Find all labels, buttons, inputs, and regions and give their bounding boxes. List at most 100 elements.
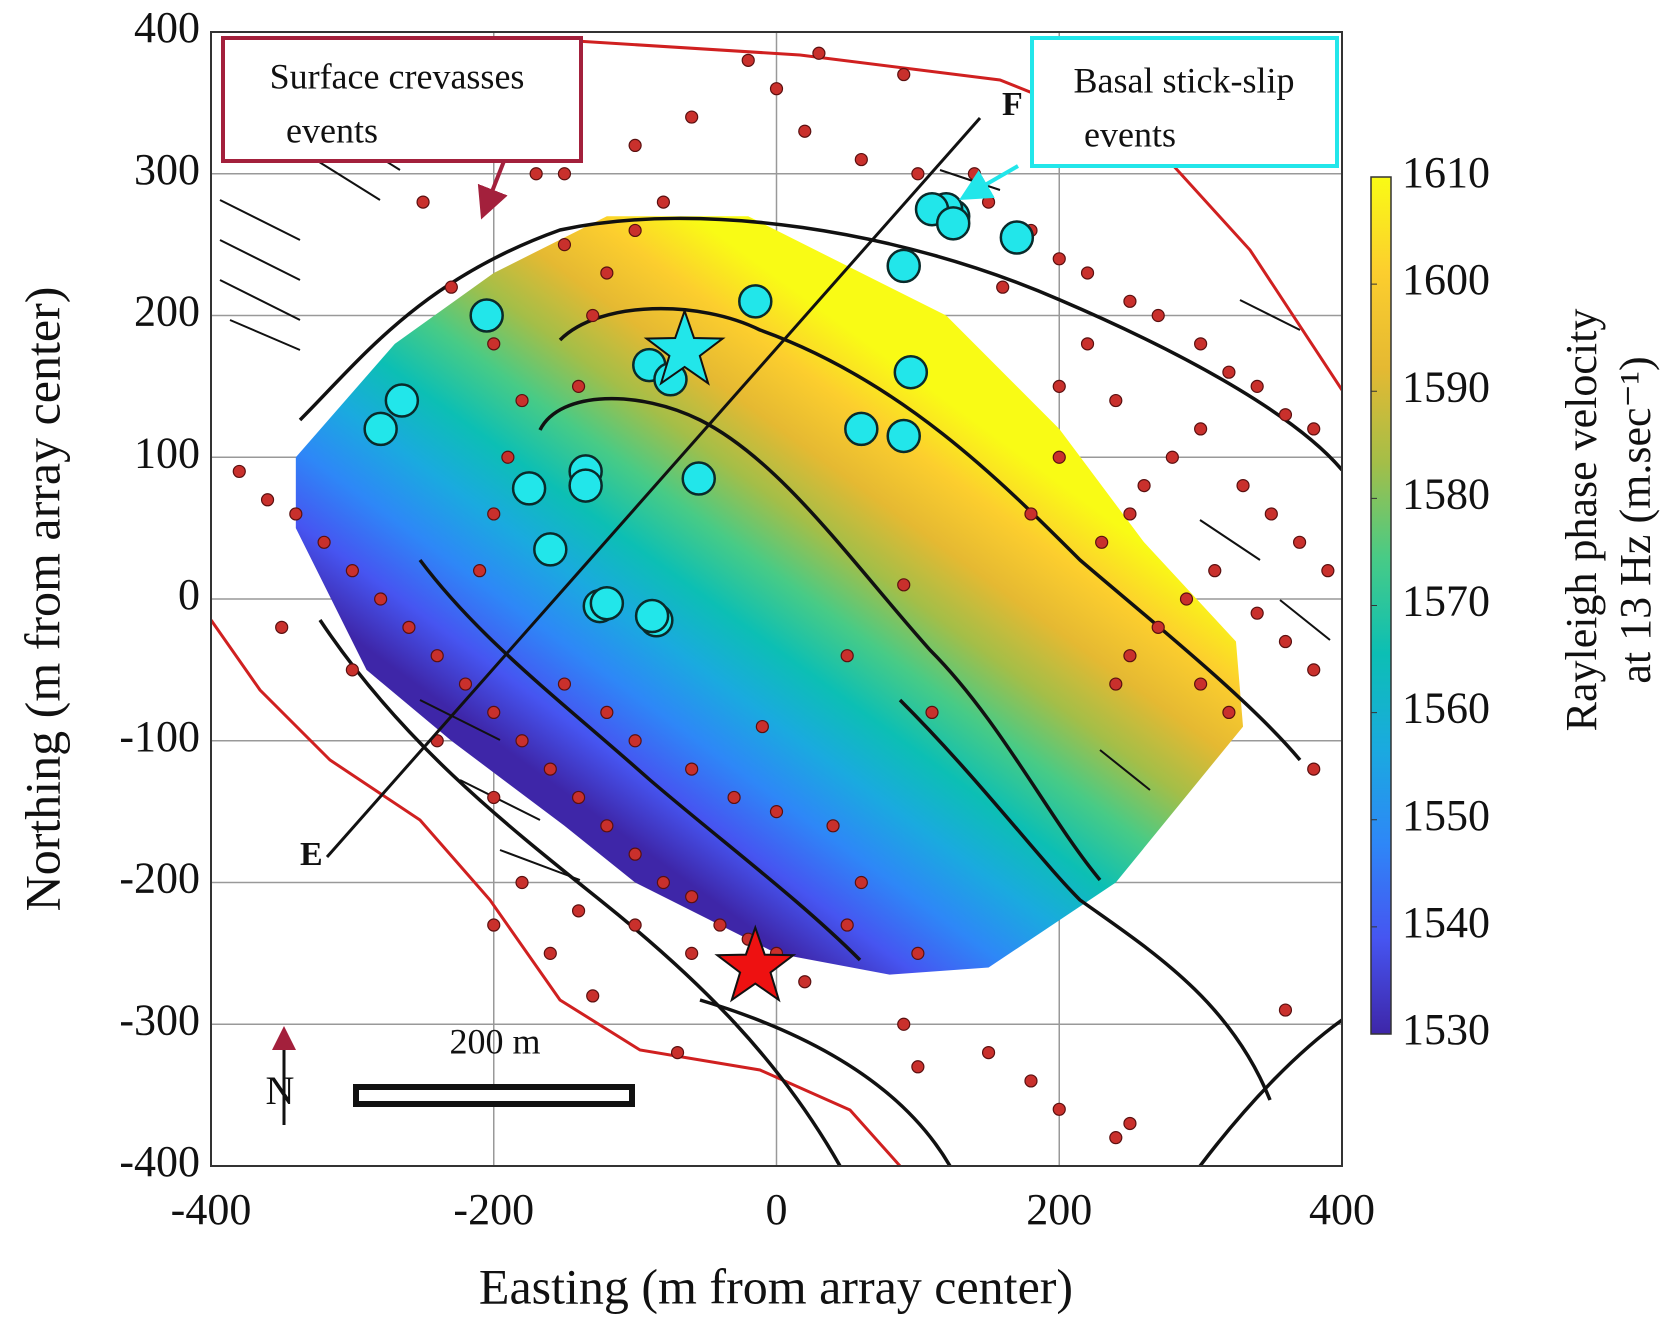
crevasse-event [854, 875, 868, 890]
crevasse-event [1165, 450, 1179, 464]
crevasse-event [925, 705, 939, 720]
crevasse-event [1321, 564, 1335, 578]
crevasse-event [854, 152, 868, 167]
crevasse-event [981, 1045, 996, 1060]
crevasse-event [1123, 1116, 1137, 1131]
crevasse-event [1250, 379, 1264, 393]
y-tick-label: 200 [134, 287, 200, 336]
scale-bar-label: 200 m [449, 1021, 540, 1061]
crevasse-event [1236, 479, 1250, 493]
crevasse-event [571, 790, 586, 805]
y-tick-label: -300 [119, 995, 200, 1044]
crevasse-event [769, 805, 784, 819]
crevasse-event [1052, 450, 1066, 464]
crevasse-event [1307, 663, 1321, 677]
stick-slip-event [384, 383, 420, 418]
crevasse-event [1123, 294, 1137, 308]
crevasse-event [1024, 1074, 1038, 1088]
crevasse-event [586, 989, 600, 1003]
crevasse-event [1095, 535, 1109, 549]
annotation: Basal stick-slip [1074, 60, 1295, 100]
stick-slip-event [999, 220, 1035, 255]
colorbar-label: Rayleigh phase velocity [1557, 309, 1606, 732]
annotation: events [286, 110, 378, 150]
colorbar-tick-label: 1570 [1402, 577, 1490, 626]
crevasse-event [260, 493, 275, 507]
plot-frame [210, 31, 1343, 1167]
x-tick-label: 0 [766, 1185, 788, 1234]
crevasse-event [713, 918, 727, 932]
crevasse-event [897, 67, 911, 82]
stick-slip-event [634, 598, 670, 634]
crevasses [219, 119, 1331, 881]
velocity-field [295, 216, 1244, 975]
crevasse-event [501, 450, 515, 464]
crevasse-event [1194, 677, 1208, 691]
crevasse-event [1080, 337, 1095, 351]
crevasse-event [656, 875, 671, 890]
crevasse-event [515, 875, 529, 890]
crevasse-event [571, 904, 586, 918]
crevasse-event [1179, 592, 1194, 606]
stick-slip-event [886, 418, 921, 454]
crevasse-event [628, 847, 642, 861]
crevasse-event [487, 507, 501, 521]
crevasse-event [529, 167, 543, 181]
crevasse-event [897, 1017, 911, 1031]
y-tick-label: 400 [134, 3, 200, 52]
crevasse-event [1307, 762, 1321, 776]
star-marker [643, 307, 726, 386]
crevasse-event [911, 167, 925, 181]
crevasse-event [444, 280, 458, 294]
crevasse-event [430, 649, 444, 663]
stick-slip-event [469, 298, 504, 333]
y-axis-label: Northing (m from array center) [14, 287, 70, 912]
crevasse-event [289, 507, 303, 521]
crevasse-event [1109, 677, 1123, 691]
crevasse-event [967, 167, 982, 181]
crevasse-event [1151, 308, 1165, 323]
colorbar-tick-label: 1590 [1402, 362, 1490, 411]
crevasse-event [557, 677, 572, 691]
crevasse-event [487, 337, 501, 351]
x-tick-label: 200 [1026, 1185, 1092, 1234]
crevasse-event [628, 918, 642, 932]
crevasse-event [628, 138, 642, 152]
stick-slip-event [533, 532, 568, 567]
crevasse-event [1278, 634, 1293, 649]
stick-slip-event [844, 411, 879, 447]
y-tick-label: 100 [134, 428, 200, 477]
crevasse-event [473, 564, 487, 578]
crevasse-event [487, 790, 501, 805]
crevasse-event [1024, 507, 1038, 521]
crevasse-event [769, 82, 784, 96]
annotation: events [1084, 114, 1176, 154]
crevasse-event [1278, 1003, 1293, 1017]
crevasse-event [557, 238, 572, 252]
crevasse-event [275, 620, 289, 634]
crevasse-event [487, 705, 501, 720]
crevasse-event [543, 762, 557, 776]
crevasse-event [1278, 408, 1293, 422]
crevasse-event [741, 53, 755, 67]
crevasse-event [1137, 479, 1151, 493]
colorbar-tick-label: 1530 [1402, 1005, 1490, 1054]
star-marker [714, 924, 797, 1003]
crevasse-event [600, 819, 614, 833]
crevasse-event [317, 535, 331, 549]
x-axis-label: Easting (m from array center) [479, 1258, 1073, 1314]
x-tick-label: -400 [171, 1185, 252, 1234]
crevasse-event [1194, 422, 1208, 436]
crevasse-event [840, 649, 854, 663]
stick-slip-event [363, 411, 398, 447]
scale-bar [353, 1084, 635, 1107]
crevasse-event [402, 620, 416, 634]
crevasse-event [812, 46, 826, 60]
annotation-arrow [959, 164, 1019, 200]
crevasse-event [345, 663, 359, 677]
crevasse-event [798, 975, 812, 989]
crevasse-event [1250, 606, 1264, 620]
stick-slip-event [886, 248, 921, 284]
crevasse-event [685, 762, 699, 776]
